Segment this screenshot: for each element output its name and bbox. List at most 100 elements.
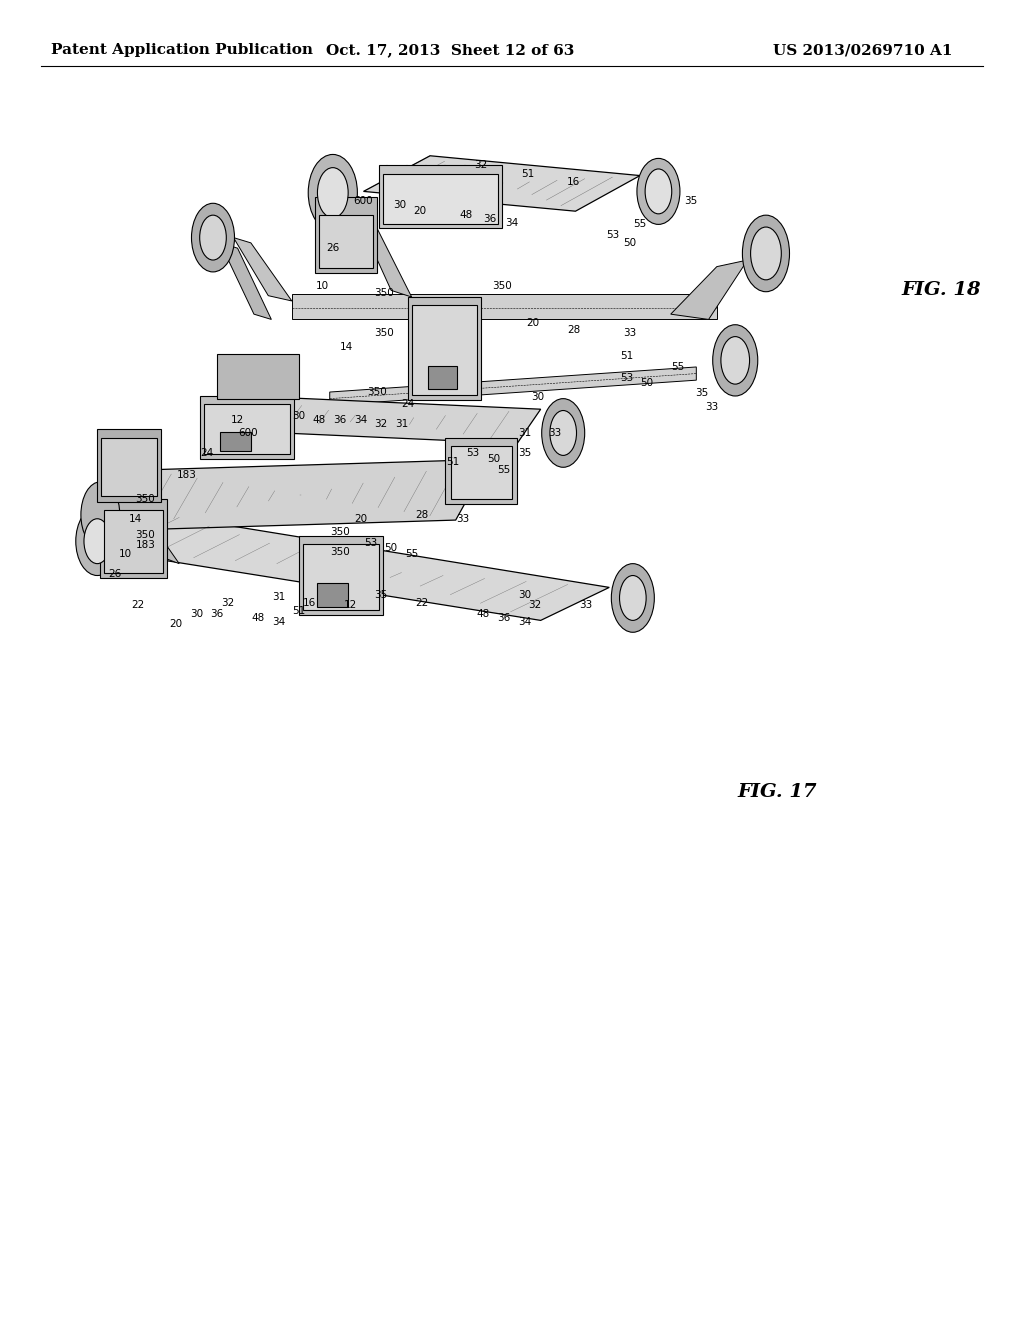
Text: 26: 26 xyxy=(109,569,121,579)
Text: 30: 30 xyxy=(518,590,530,601)
Text: 183: 183 xyxy=(135,540,156,550)
Text: 16: 16 xyxy=(303,598,315,609)
Text: 350: 350 xyxy=(330,546,350,557)
Text: Patent Application Publication: Patent Application Publication xyxy=(51,44,313,57)
Text: 48: 48 xyxy=(477,609,489,619)
Text: 34: 34 xyxy=(354,414,367,425)
Text: 24: 24 xyxy=(201,447,213,458)
Text: 12: 12 xyxy=(231,414,244,425)
Polygon shape xyxy=(364,156,640,211)
Bar xyxy=(319,215,373,268)
Text: 20: 20 xyxy=(170,619,182,630)
Text: 35: 35 xyxy=(695,388,708,399)
Text: 31: 31 xyxy=(395,418,408,429)
Ellipse shape xyxy=(721,337,750,384)
Text: 20: 20 xyxy=(414,206,426,216)
Text: 33: 33 xyxy=(549,428,561,438)
Polygon shape xyxy=(671,260,748,319)
Text: 350: 350 xyxy=(135,529,156,540)
Text: 28: 28 xyxy=(567,325,580,335)
Text: 28: 28 xyxy=(416,510,428,520)
Text: Oct. 17, 2013  Sheet 12 of 63: Oct. 17, 2013 Sheet 12 of 63 xyxy=(327,44,574,57)
Polygon shape xyxy=(111,517,609,620)
Text: 22: 22 xyxy=(132,599,144,610)
Text: 14: 14 xyxy=(340,342,352,352)
Ellipse shape xyxy=(308,154,357,231)
Text: 20: 20 xyxy=(526,318,539,329)
Ellipse shape xyxy=(81,482,120,548)
Bar xyxy=(379,165,502,228)
Text: 55: 55 xyxy=(634,219,646,230)
Text: 10: 10 xyxy=(119,549,131,560)
Text: 16: 16 xyxy=(567,177,580,187)
Text: 32: 32 xyxy=(221,598,233,609)
Ellipse shape xyxy=(620,576,646,620)
Text: 31: 31 xyxy=(518,428,530,438)
Text: 48: 48 xyxy=(460,210,472,220)
Bar xyxy=(97,429,161,502)
Text: US 2013/0269710 A1: US 2013/0269710 A1 xyxy=(773,44,952,57)
Bar xyxy=(101,438,157,496)
Text: 53: 53 xyxy=(621,372,633,383)
Text: 34: 34 xyxy=(272,616,285,627)
Text: 350: 350 xyxy=(367,387,387,397)
Text: 350: 350 xyxy=(330,527,350,537)
Text: 32: 32 xyxy=(475,160,487,170)
Ellipse shape xyxy=(751,227,781,280)
Text: 350: 350 xyxy=(492,281,512,292)
Ellipse shape xyxy=(76,507,119,576)
Bar xyxy=(317,583,348,607)
Bar xyxy=(100,499,167,578)
Bar xyxy=(428,366,457,389)
Text: 50: 50 xyxy=(624,238,636,248)
Bar xyxy=(204,404,290,454)
Polygon shape xyxy=(220,243,271,319)
Ellipse shape xyxy=(191,203,234,272)
Bar xyxy=(383,174,498,224)
Text: 53: 53 xyxy=(467,447,479,458)
Text: 30: 30 xyxy=(393,199,406,210)
Text: 34: 34 xyxy=(506,218,518,228)
Text: 36: 36 xyxy=(498,612,510,623)
Text: 30: 30 xyxy=(293,411,305,421)
Text: 55: 55 xyxy=(672,362,684,372)
Polygon shape xyxy=(125,506,179,564)
Ellipse shape xyxy=(637,158,680,224)
Bar xyxy=(315,197,377,273)
Text: 350: 350 xyxy=(374,327,394,338)
Text: 350: 350 xyxy=(135,494,156,504)
Bar xyxy=(445,438,517,504)
Bar xyxy=(200,396,294,459)
Polygon shape xyxy=(330,367,696,405)
Text: 48: 48 xyxy=(252,612,264,623)
Text: 33: 33 xyxy=(457,513,469,524)
Bar xyxy=(220,432,251,451)
Ellipse shape xyxy=(742,215,790,292)
Text: 600: 600 xyxy=(353,195,374,206)
Bar xyxy=(299,536,383,615)
Text: 30: 30 xyxy=(190,609,203,619)
Text: 33: 33 xyxy=(580,599,592,610)
Polygon shape xyxy=(223,396,541,444)
Ellipse shape xyxy=(713,325,758,396)
Text: 35: 35 xyxy=(685,195,697,206)
Text: 50: 50 xyxy=(487,454,500,465)
Bar xyxy=(217,354,299,399)
Text: 600: 600 xyxy=(238,428,258,438)
Text: 50: 50 xyxy=(385,543,397,553)
Text: 24: 24 xyxy=(401,399,414,409)
Text: 20: 20 xyxy=(354,513,367,524)
Text: 14: 14 xyxy=(129,513,141,524)
Bar xyxy=(451,446,512,499)
Bar xyxy=(303,544,379,610)
Text: FIG. 17: FIG. 17 xyxy=(737,783,817,801)
Ellipse shape xyxy=(645,169,672,214)
Polygon shape xyxy=(233,238,292,301)
Bar xyxy=(408,297,481,400)
Text: 34: 34 xyxy=(518,616,530,627)
Text: 50: 50 xyxy=(641,378,653,388)
Text: 35: 35 xyxy=(518,447,530,458)
Bar xyxy=(412,305,477,395)
Text: 32: 32 xyxy=(528,599,541,610)
Polygon shape xyxy=(292,294,717,319)
